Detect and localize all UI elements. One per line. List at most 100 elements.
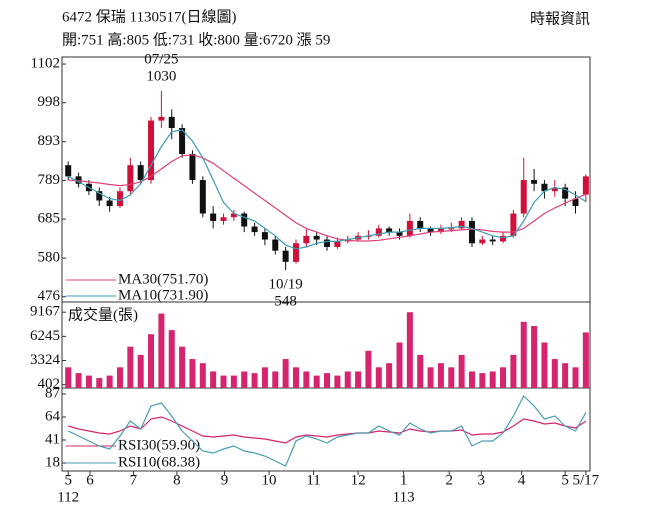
- candle-body: [168, 116, 175, 129]
- volume-bar: [520, 321, 527, 388]
- candle-body: [282, 250, 289, 262]
- annotation-date: 07/25: [144, 51, 178, 67]
- candle-body: [541, 183, 548, 192]
- candle-body: [572, 198, 579, 207]
- candle-body: [65, 165, 72, 177]
- volume-bar: [127, 346, 134, 388]
- volume-bar: [448, 367, 455, 388]
- y-tick-label: 64: [45, 408, 61, 424]
- y-tick-label: 18: [45, 454, 60, 470]
- volume-bar: [551, 359, 558, 388]
- volume-bar: [220, 375, 227, 388]
- volume-bar: [96, 378, 103, 388]
- volume-bar: [386, 363, 393, 388]
- volume-bar: [375, 367, 382, 388]
- x-tick-label: 3: [478, 472, 486, 488]
- volume-bar: [106, 375, 113, 388]
- volume-bar: [179, 346, 186, 388]
- candle-body: [303, 235, 310, 244]
- volume-bar: [85, 375, 92, 388]
- y-tick-label: 476: [38, 288, 61, 304]
- candle-body: [251, 226, 258, 233]
- x-tick-label: 8: [173, 472, 181, 488]
- volume-bar: [230, 375, 237, 388]
- line-series: [68, 154, 587, 242]
- source: 時報資訊: [530, 10, 590, 27]
- volume-bar: [272, 371, 279, 388]
- volume-bar: [334, 375, 341, 388]
- candle-body: [148, 120, 155, 181]
- candle-body: [137, 165, 144, 181]
- candle-body: [158, 116, 165, 121]
- volume-bar: [541, 342, 548, 388]
- legend-label: MA30(751.70): [118, 271, 208, 287]
- volume-title: 成交量(張): [68, 305, 138, 323]
- volume-bar: [199, 363, 206, 388]
- candle-body: [562, 187, 569, 199]
- volume-bar: [158, 313, 165, 388]
- candle-body: [437, 228, 444, 233]
- candle-body: [96, 191, 103, 201]
- volume-bar: [572, 367, 579, 388]
- volume-bar: [261, 367, 268, 388]
- x-tick-label: 12: [351, 472, 366, 488]
- x-tick-label: 5: [64, 472, 72, 488]
- candle-body: [582, 176, 589, 195]
- x-tick-label: 2: [445, 472, 453, 488]
- volume-bar: [137, 354, 144, 388]
- volume-bar: [489, 371, 496, 388]
- y-tick-label: 41: [45, 431, 60, 447]
- volume-bar: [303, 371, 310, 388]
- volume-bar: [75, 373, 82, 388]
- year-label: 112: [57, 489, 79, 505]
- volume-bar: [324, 373, 331, 388]
- candle-body: [375, 228, 382, 236]
- y-tick-label: 685: [38, 211, 61, 227]
- quote-summary: 開:751 高:805 低:731 收:800 量:6720 漲 59: [62, 31, 330, 48]
- volume-bar: [365, 350, 372, 388]
- volume-bar: [241, 371, 248, 388]
- candle-body: [179, 128, 186, 155]
- candle-body: [417, 220, 424, 229]
- y-tick-label: 3324: [30, 352, 61, 368]
- candle-body: [334, 241, 341, 247]
- volume-bar: [344, 371, 351, 388]
- candle-body: [489, 239, 496, 242]
- volume-bar: [148, 334, 155, 388]
- candle-body: [531, 180, 538, 184]
- volume-bar: [210, 371, 217, 388]
- candle-body: [551, 187, 558, 192]
- candle-body: [427, 228, 434, 233]
- candle-body: [272, 239, 279, 251]
- chart-title: 6472 保瑞 1130517(日線圖): [62, 8, 236, 25]
- volume-bar: [282, 359, 289, 388]
- candle-body: [106, 200, 113, 207]
- volume-bar: [396, 342, 403, 388]
- candle-body: [500, 235, 507, 242]
- volume-bar: [479, 373, 486, 388]
- line-series: [68, 416, 587, 444]
- y-tick-label: 1102: [31, 56, 60, 72]
- volume-bar: [427, 367, 434, 388]
- candle-body: [468, 220, 475, 244]
- volume-bar: [355, 371, 362, 388]
- y-tick-label: 87: [45, 385, 61, 401]
- legend-label: RSI30(59.90): [118, 437, 200, 453]
- volume-bar: [168, 330, 175, 388]
- annotation-value: 548: [274, 293, 297, 309]
- y-tick-label: 580: [38, 250, 61, 266]
- volume-bar: [251, 373, 258, 388]
- candle-body: [386, 228, 393, 233]
- candle-body: [199, 180, 206, 214]
- x-tick-label: 7: [130, 472, 138, 488]
- candle-body: [396, 232, 403, 236]
- candle-body: [510, 213, 517, 236]
- x-tick-label: 5/17: [573, 472, 600, 488]
- x-tick-label: 5: [561, 472, 569, 488]
- volume-bar: [189, 359, 196, 388]
- annotation-value: 1030: [146, 68, 176, 84]
- volume-bar: [531, 325, 538, 388]
- volume-bar: [292, 367, 299, 388]
